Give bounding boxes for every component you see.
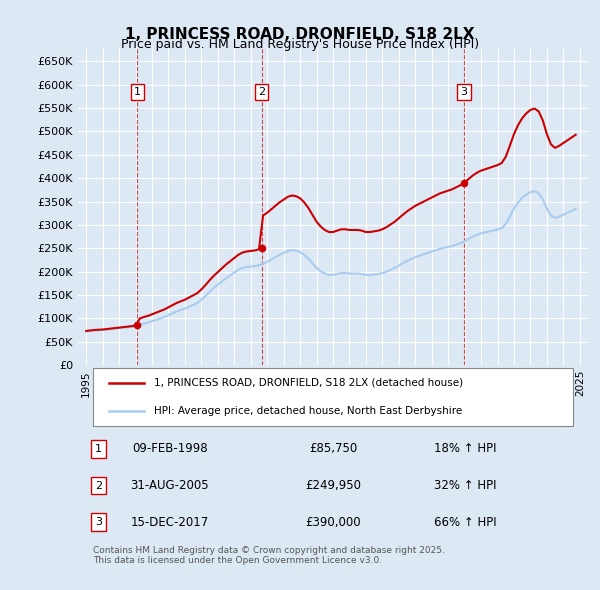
FancyBboxPatch shape	[94, 368, 573, 425]
Text: 3: 3	[460, 87, 467, 97]
Text: 1, PRINCESS ROAD, DRONFIELD, S18 2LX: 1, PRINCESS ROAD, DRONFIELD, S18 2LX	[125, 27, 475, 41]
Text: 31-AUG-2005: 31-AUG-2005	[130, 479, 209, 492]
Text: £249,950: £249,950	[305, 479, 361, 492]
Text: 15-DEC-2017: 15-DEC-2017	[131, 516, 209, 529]
Text: 66% ↑ HPI: 66% ↑ HPI	[434, 516, 497, 529]
Point	[459, 178, 469, 188]
Text: HPI: Average price, detached house, North East Derbyshire: HPI: Average price, detached house, Nort…	[155, 406, 463, 416]
Text: 1: 1	[134, 87, 141, 97]
Text: 3: 3	[95, 517, 102, 527]
Text: 18% ↑ HPI: 18% ↑ HPI	[434, 442, 497, 455]
Text: 2: 2	[258, 87, 265, 97]
Text: 2: 2	[95, 480, 102, 490]
Text: 32% ↑ HPI: 32% ↑ HPI	[434, 479, 497, 492]
Text: 09-FEB-1998: 09-FEB-1998	[132, 442, 208, 455]
Text: Contains HM Land Registry data © Crown copyright and database right 2025.
This d: Contains HM Land Registry data © Crown c…	[94, 546, 445, 565]
Text: 1: 1	[95, 444, 102, 454]
Text: £390,000: £390,000	[305, 516, 361, 529]
Text: £85,750: £85,750	[309, 442, 357, 455]
Text: Price paid vs. HM Land Registry's House Price Index (HPI): Price paid vs. HM Land Registry's House …	[121, 38, 479, 51]
Point	[133, 320, 142, 330]
Text: 1, PRINCESS ROAD, DRONFIELD, S18 2LX (detached house): 1, PRINCESS ROAD, DRONFIELD, S18 2LX (de…	[155, 378, 464, 388]
Point	[257, 244, 266, 253]
